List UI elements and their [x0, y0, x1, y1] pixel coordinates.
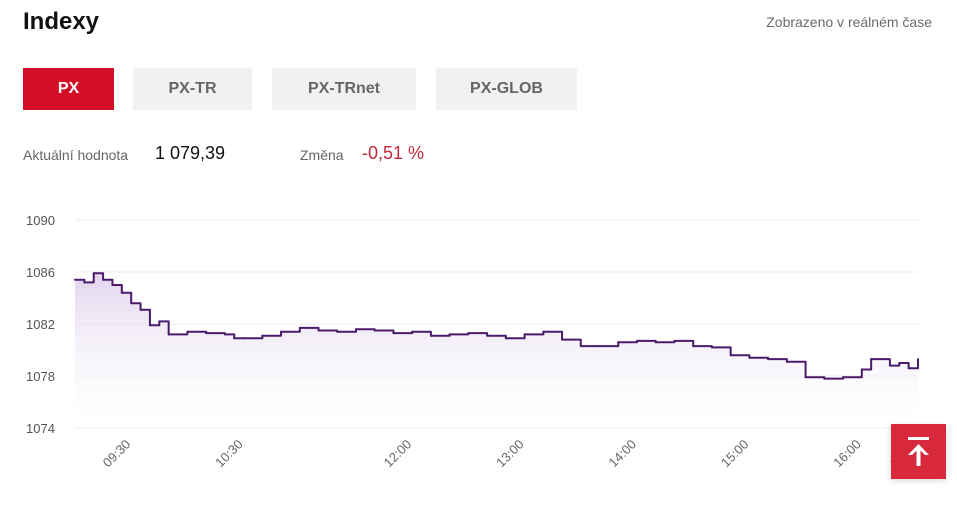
y-tick-label: 1074 [26, 421, 55, 436]
data-point [598, 345, 601, 348]
data-point [280, 330, 283, 333]
data-point [870, 358, 873, 361]
tab-px-glob[interactable]: PX-GLOB [436, 68, 577, 110]
y-tick-label: 1086 [26, 265, 55, 280]
tab-px-tr[interactable]: PX-TR [133, 68, 252, 110]
data-point [317, 329, 320, 332]
data-point [148, 324, 151, 327]
data-point [139, 308, 142, 311]
data-point [111, 284, 114, 286]
data-point [177, 333, 180, 336]
data-point [917, 358, 919, 361]
data-point [504, 337, 507, 340]
x-tick-label: 09:30 [100, 437, 134, 471]
data-point [860, 368, 863, 371]
index-chart: 1090 1086 1082 1078 1074 09:30 10:30 12:00 13:0… [26, 213, 920, 471]
data-point [767, 358, 770, 361]
data-point [130, 302, 133, 305]
change-value: -0,51 % [362, 143, 425, 163]
data-point [373, 329, 376, 332]
data-point [673, 339, 676, 342]
data-point [336, 330, 339, 333]
data-point [729, 354, 732, 357]
data-point [748, 356, 751, 359]
data-point [654, 341, 657, 344]
arrow-up-to-top-icon [908, 437, 929, 466]
data-point [579, 345, 582, 348]
realtime-label: Zobrazeno v reálném čase [766, 14, 932, 30]
data-point [74, 278, 76, 281]
current-value: 1 079,39 [155, 143, 226, 163]
data-point [898, 362, 901, 364]
data-point [261, 334, 264, 337]
data-point [298, 326, 301, 329]
tab-px[interactable]: PX [23, 68, 114, 110]
x-tick-label: 10:30 [212, 437, 246, 471]
data-point [411, 330, 414, 333]
tab-px-trnet[interactable]: PX-TRnet [272, 68, 416, 110]
y-axis: 1090 1086 1082 1078 1074 [26, 213, 55, 436]
index-stats: Aktuální hodnota 1 079,39 Změna -0,51 % [0, 142, 957, 168]
change-label: Změna [300, 147, 344, 163]
y-tick-label: 1078 [26, 369, 55, 384]
chart-area [75, 273, 918, 428]
data-point [879, 358, 882, 361]
y-tick-label: 1090 [26, 213, 55, 228]
data-point [92, 272, 95, 275]
y-tick-label: 1082 [26, 317, 55, 332]
data-point [636, 339, 638, 342]
data-point [486, 334, 489, 337]
data-point [214, 332, 217, 335]
data-point [907, 367, 910, 370]
data-point [205, 332, 208, 335]
scroll-to-top-button[interactable] [891, 424, 946, 479]
data-point [842, 376, 845, 379]
data-point [83, 281, 86, 284]
data-point [804, 376, 807, 379]
data-point [467, 332, 470, 335]
data-point [785, 360, 788, 363]
data-point [186, 330, 189, 333]
data-point [692, 345, 695, 348]
data-point [888, 364, 891, 367]
data-point [102, 278, 105, 281]
data-point [542, 330, 545, 333]
data-point [523, 333, 526, 336]
data-point [823, 377, 826, 380]
data-point [195, 330, 198, 333]
data-point [223, 333, 226, 336]
data-point [120, 291, 123, 294]
data-point [392, 332, 395, 335]
x-tick-label: 13:00 [493, 437, 527, 471]
x-tick-label: 14:00 [606, 437, 640, 471]
data-point [167, 333, 170, 336]
data-point [448, 333, 451, 336]
x-tick-label: 15:00 [718, 437, 752, 471]
data-point [355, 328, 357, 331]
data-point [429, 334, 432, 337]
current-value-label: Aktuální hodnota [23, 147, 129, 163]
x-tick-label: 12:00 [381, 437, 415, 471]
data-point [233, 337, 236, 340]
data-point [561, 338, 564, 341]
data-point [617, 341, 620, 344]
data-point [158, 320, 161, 323]
data-point [242, 337, 245, 340]
data-point [710, 346, 713, 349]
chart-points [74, 272, 919, 380]
page-title: Indexy [23, 8, 100, 35]
x-tick-label: 16:00 [830, 437, 864, 471]
